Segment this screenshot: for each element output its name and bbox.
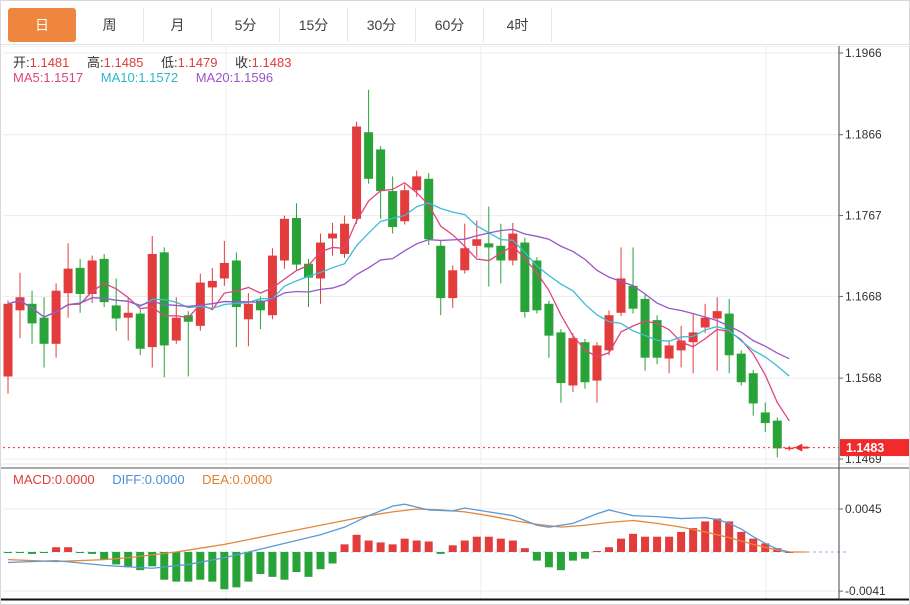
timeframe-tabbar: 日 周 月 5分 15分 30分 60分 4时 xyxy=(1,1,909,45)
open-value: 1.1481 xyxy=(29,55,70,70)
tab-week[interactable]: 周 xyxy=(76,8,144,42)
svg-text:-0.0041: -0.0041 xyxy=(845,584,886,598)
svg-text:1.1966: 1.1966 xyxy=(845,46,882,60)
close-label: 收: xyxy=(235,55,252,70)
dea-value: 0.0000 xyxy=(232,472,273,487)
tab-day[interactable]: 日 xyxy=(8,8,76,42)
tab-4hour[interactable]: 4时 xyxy=(484,8,552,42)
diff-label: DIFF: xyxy=(112,472,145,487)
ma20-label: MA20: xyxy=(195,70,234,85)
tab-30min[interactable]: 30分 xyxy=(348,8,416,42)
high-value: 1.1485 xyxy=(103,55,144,70)
svg-text:1.1668: 1.1668 xyxy=(845,289,882,303)
ma10-label: MA10: xyxy=(100,70,139,85)
low-value: 1.1479 xyxy=(177,55,218,70)
svg-text:1.1483: 1.1483 xyxy=(846,441,884,455)
ma5-label: MA5: xyxy=(13,70,44,85)
ma20-value: 1.1596 xyxy=(233,70,274,85)
ma10-value: 1.1572 xyxy=(138,70,179,85)
ohlc-readout: 开:1.1481 高:1.1485 低:1.1479 收:1.1483 xyxy=(13,52,305,71)
svg-text:1.1767: 1.1767 xyxy=(845,209,882,223)
diff-value: 0.0000 xyxy=(144,472,185,487)
tab-60min[interactable]: 60分 xyxy=(416,8,484,42)
macd-label: MACD: xyxy=(13,472,55,487)
ma5-value: 1.1517 xyxy=(43,70,84,85)
tab-month[interactable]: 月 xyxy=(144,8,212,42)
chart-canvas[interactable]: 1.19661.18661.17671.16681.15681.14690.00… xyxy=(1,46,910,605)
ma-readout: MA5:1.1517 MA10:1.1572 MA20:1.1596 xyxy=(13,70,287,85)
low-label: 低: xyxy=(161,55,178,70)
high-label: 高: xyxy=(87,55,104,70)
macd-value: 0.0000 xyxy=(54,472,95,487)
close-value: 1.1483 xyxy=(251,55,292,70)
tab-5min[interactable]: 5分 xyxy=(212,8,280,42)
svg-text:0.0045: 0.0045 xyxy=(845,502,882,516)
dea-label: DEA: xyxy=(202,472,233,487)
svg-text:1.1866: 1.1866 xyxy=(845,128,882,142)
open-label: 开: xyxy=(13,55,30,70)
svg-text:1.1568: 1.1568 xyxy=(845,371,882,385)
macd-readout: MACD:0.0000 DIFF:0.0000 DEA:0.0000 xyxy=(13,472,286,487)
tab-15min[interactable]: 15分 xyxy=(280,8,348,42)
